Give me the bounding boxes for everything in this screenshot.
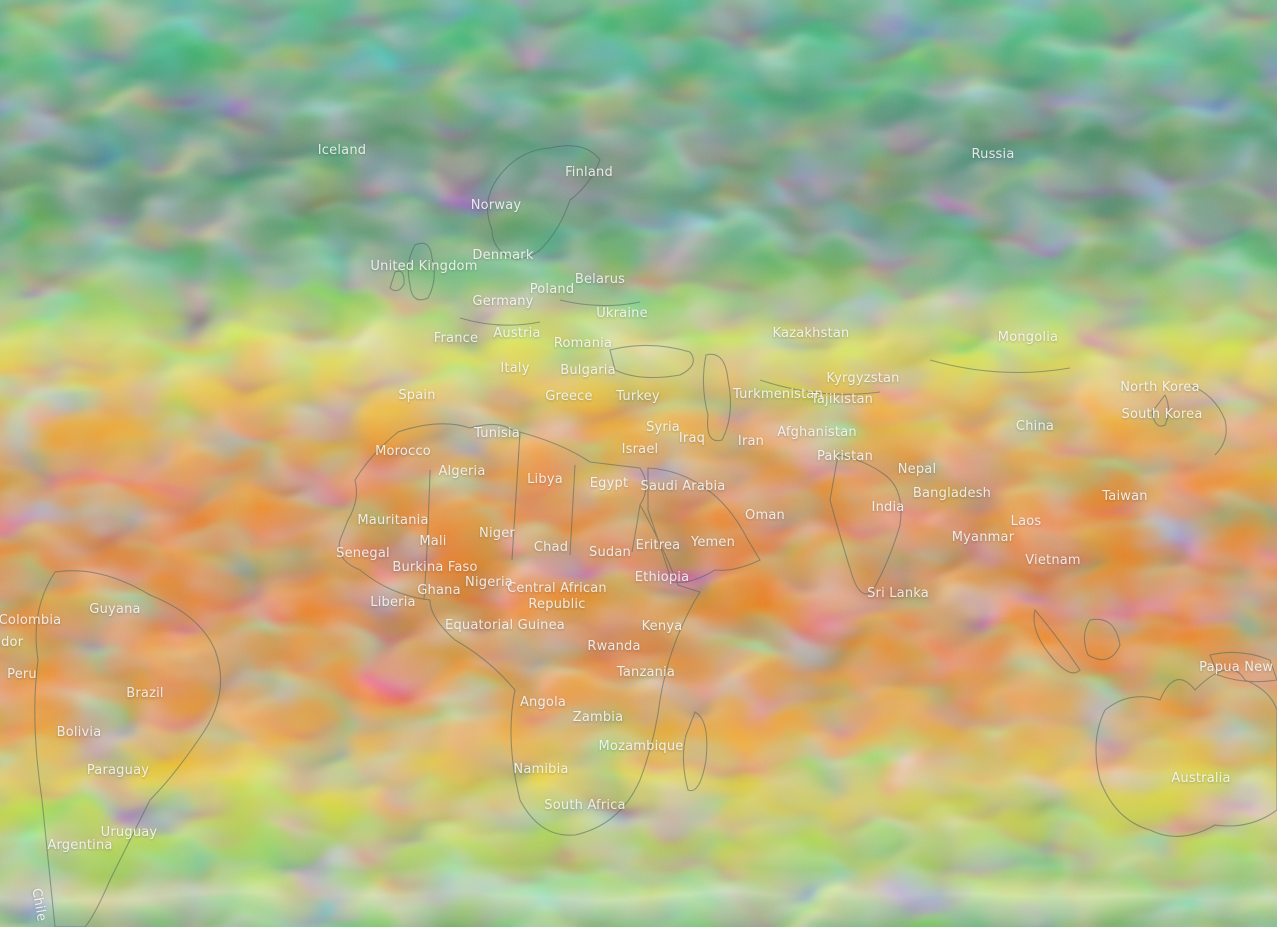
world-temperature-map[interactable]: Iceland Norway Finland Russia United Kingdom… <box>0 0 1277 927</box>
temperature-shading-layer <box>0 0 1277 927</box>
